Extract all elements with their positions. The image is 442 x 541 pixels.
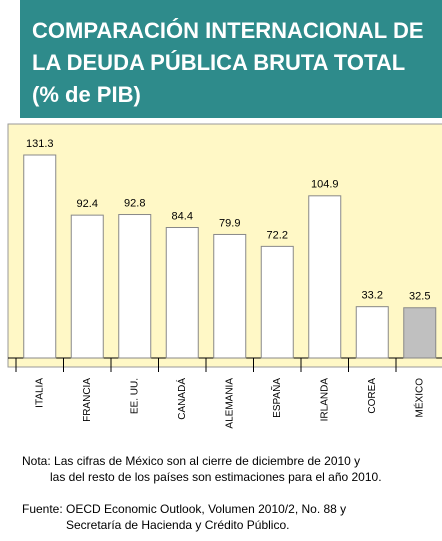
data-label: 84.4 [172,210,193,222]
bar [118,214,152,359]
x-tick-label: CANADÁ [175,378,188,420]
note: las del resto de los países son estimaci… [50,470,382,484]
note: Nota: Las cifras de México son al cierre… [22,454,360,468]
data-label: 131.3 [26,138,54,150]
x-tick-label: ITALIA [34,378,45,408]
data-label: 92.4 [77,198,98,210]
x-tick-label: ESPAÑA [270,378,283,418]
x-tick-label: IRLANDA [319,378,330,422]
data-label: 72.2 [267,229,288,241]
x-tick-label: ALEMANIA [224,378,235,429]
x-tick-label: COREA [367,378,378,414]
bar [165,227,199,359]
bar [70,214,104,359]
x-tick-label: FRANCIA [82,378,93,422]
data-label: 104.9 [311,179,339,191]
data-label: 32.5 [409,291,430,303]
chart-title: (% de PIB) [32,82,141,107]
chart-title: LA DEUDA PÚBLICA BRUTA TOTAL [32,50,405,75]
bar [308,195,342,359]
data-label: 92.8 [124,197,145,209]
bar [403,307,437,359]
bar [213,233,247,359]
data-label: 79.9 [219,217,240,229]
data-label: 33.2 [362,290,383,302]
bar [260,245,294,359]
x-tick-label: EE. UU. [129,378,140,414]
source: Secretaría de Hacienda y Crédito Público… [66,518,289,532]
source: Fuente: OECD Economic Outlook, Volumen 2… [22,502,346,516]
x-tick-label: MÉXICO [412,378,425,418]
bar [23,154,57,359]
chart-title: COMPARACIÓN INTERNACIONAL DE [32,18,424,43]
bar [355,306,389,359]
title-box [20,0,442,118]
